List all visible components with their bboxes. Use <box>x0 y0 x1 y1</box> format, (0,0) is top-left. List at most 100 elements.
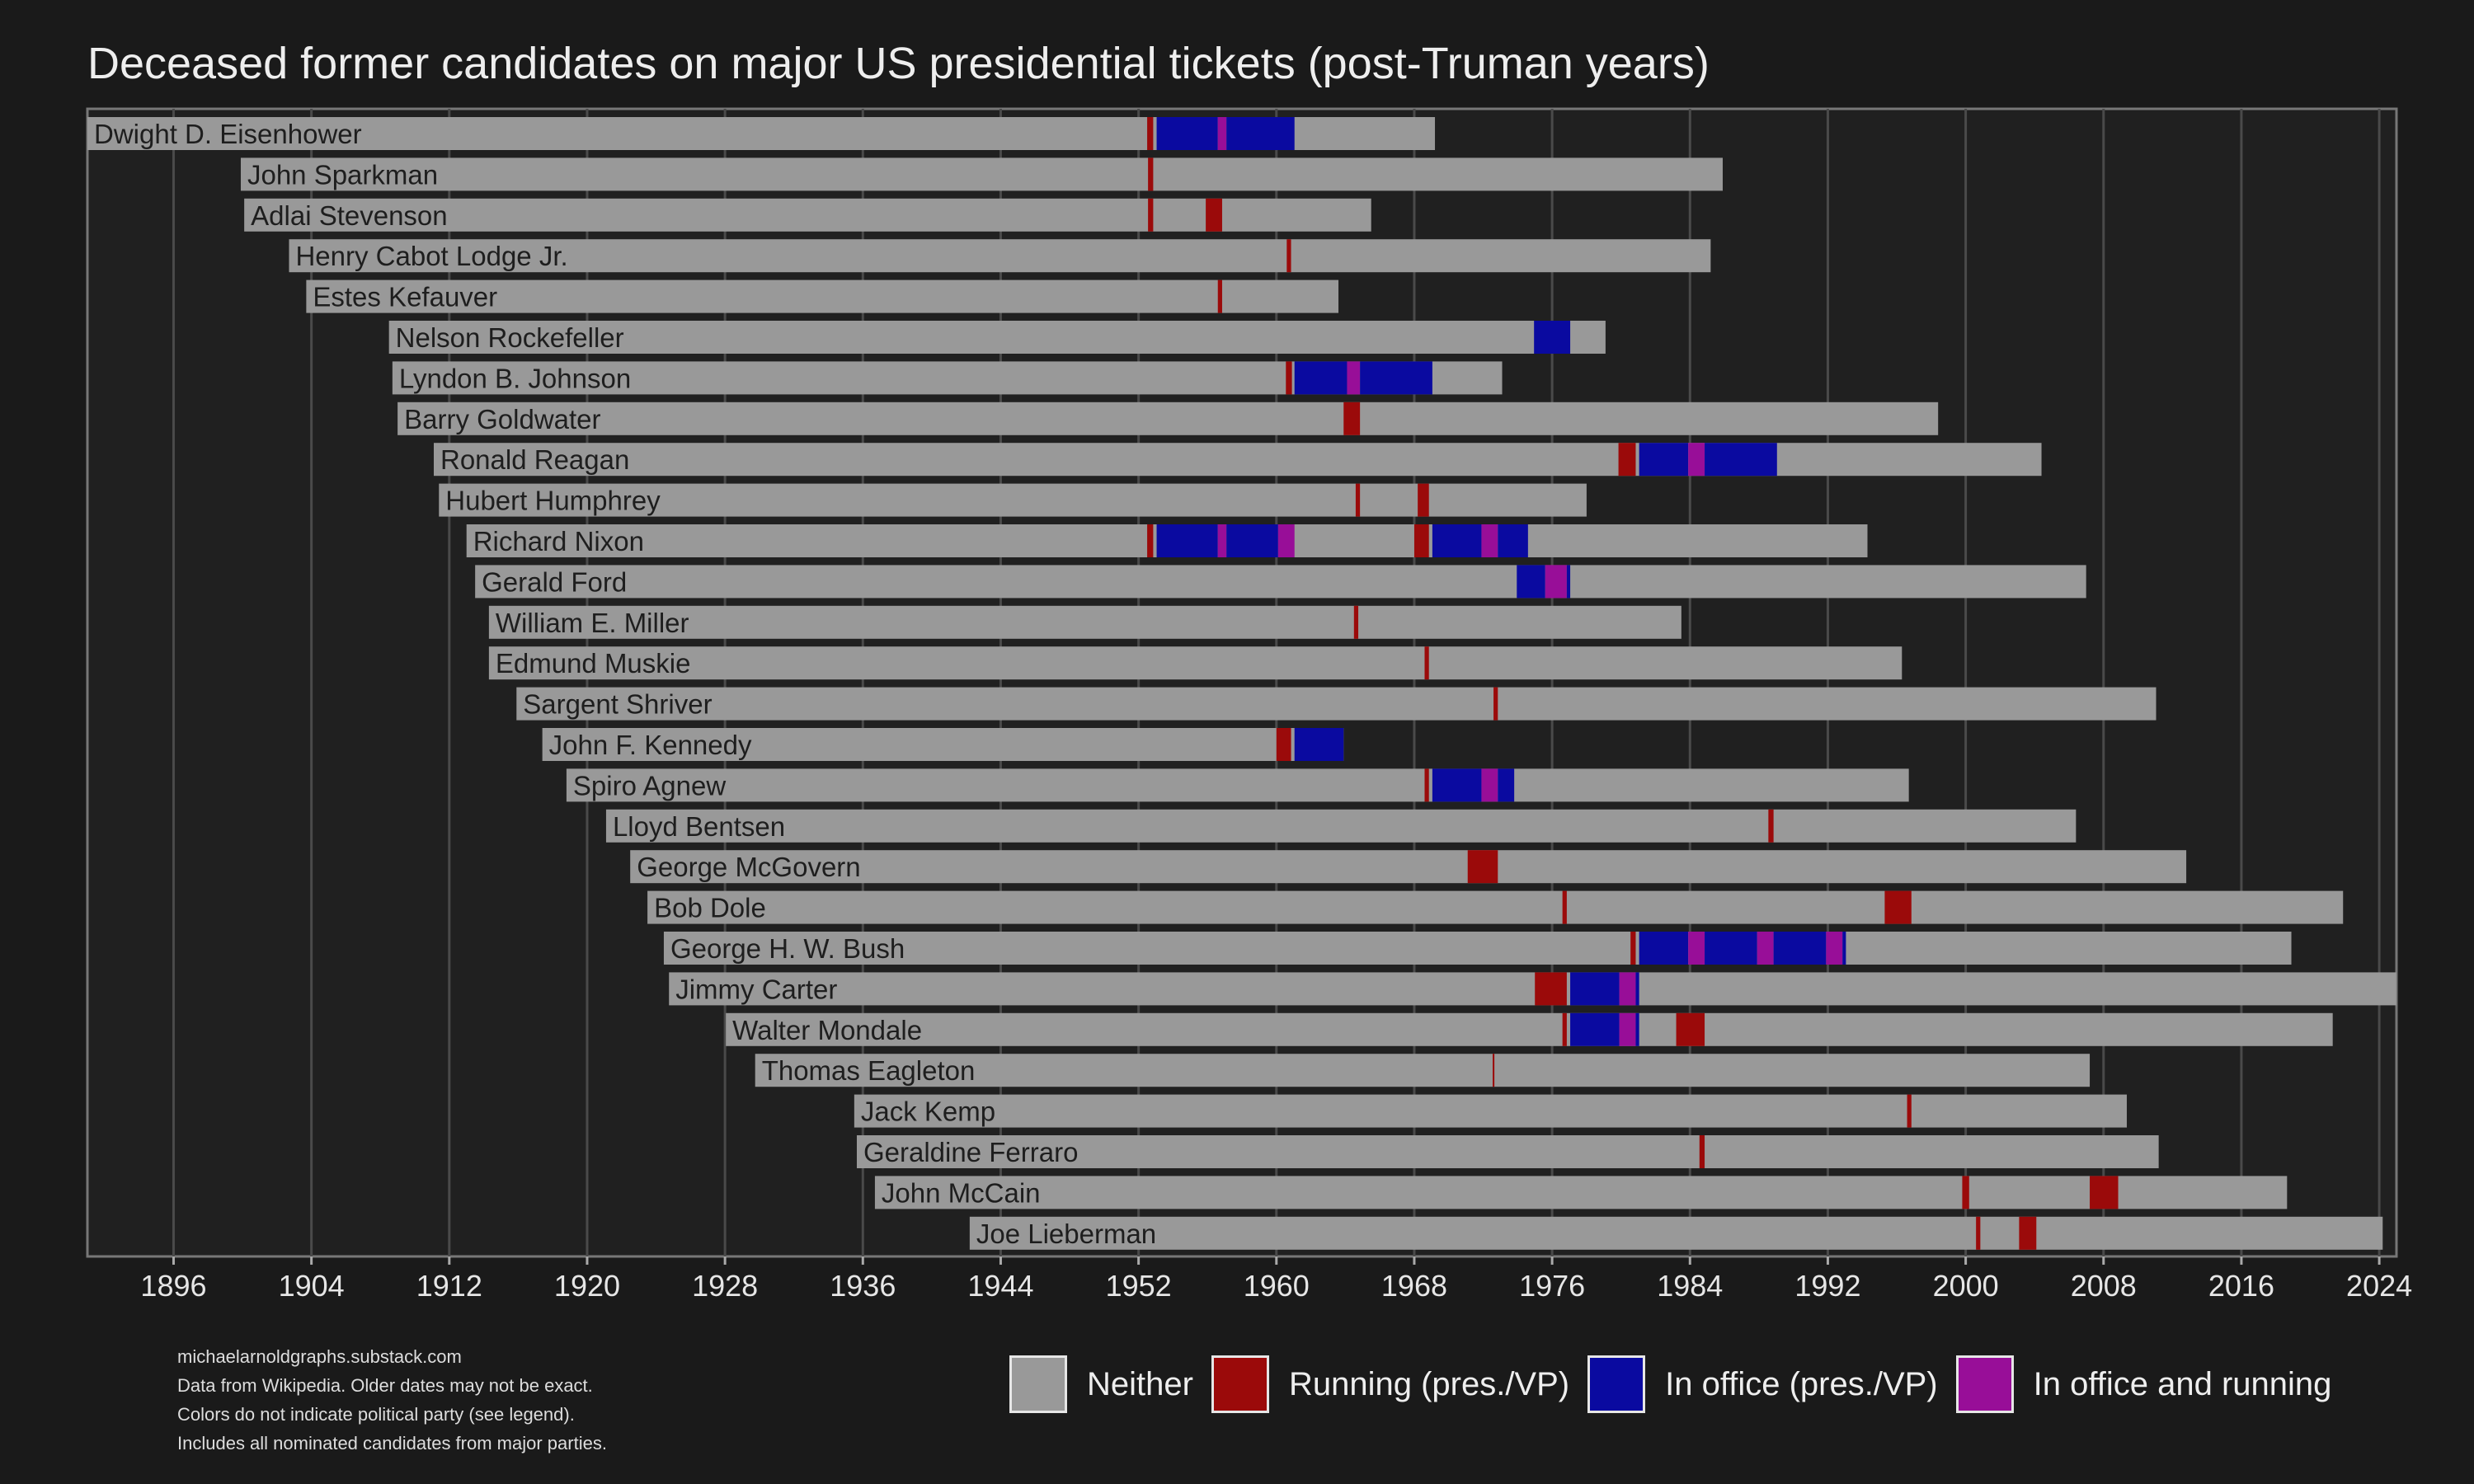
segment-running <box>1976 1216 1981 1250</box>
person-label: John F. Kennedy <box>549 730 752 760</box>
segment-running <box>1286 239 1291 273</box>
segment-office-running <box>1277 524 1295 557</box>
segment-office <box>1570 1012 1620 1046</box>
segment-running <box>1418 483 1429 517</box>
segment-running <box>1884 890 1912 924</box>
x-tick-label: 1944 <box>967 1269 1033 1303</box>
person-label: Edmund Muskie <box>496 648 691 679</box>
legend-item-running: Running (pres./VP) <box>1211 1355 1569 1413</box>
lifespan-bar <box>630 850 2187 884</box>
person-row: Nelson Rockefeller <box>388 321 1606 354</box>
segment-running <box>1562 1012 1567 1046</box>
segment-office <box>1156 524 1218 557</box>
legend-item-office: In office (pres./VP) <box>1587 1355 1938 1413</box>
person-bars: Dwight D. Eisenhower John Sparkman Adlai S… <box>87 117 2396 1250</box>
segment-running <box>1413 524 1429 557</box>
segment-running <box>1630 932 1636 965</box>
x-tick-label: 2024 <box>2346 1269 2412 1303</box>
x-tick-label: 1992 <box>1794 1269 1860 1303</box>
segment-running <box>1355 483 1361 517</box>
person-row: Ronald Reagan <box>434 443 2042 477</box>
lifespan-bar <box>856 1135 2159 1168</box>
legend-label: Neither <box>1087 1365 1193 1402</box>
segment-running <box>1699 1135 1705 1168</box>
legend-swatch-running <box>1211 1355 1269 1413</box>
lifespan-bar <box>488 605 1681 639</box>
segment-running <box>1962 1176 1969 1209</box>
segment-running <box>1424 768 1429 802</box>
lifespan-bar <box>434 443 2042 477</box>
segment-office <box>1534 321 1571 354</box>
segment-office-running <box>1688 932 1705 965</box>
lifespan-bar <box>516 687 2157 721</box>
segment-office-running <box>1217 524 1227 557</box>
lifespan-bar <box>475 565 2086 599</box>
person-row: Jack Kemp <box>854 1094 2127 1128</box>
legend-swatch-neither <box>1009 1355 1067 1413</box>
person-row: John McCain <box>874 1176 2288 1209</box>
segment-office <box>1566 565 1571 599</box>
person-row: John Sparkman <box>240 157 1723 191</box>
segment-office-running <box>1347 361 1361 395</box>
note-line: Colors do not indicate political party (… <box>177 1404 575 1425</box>
segment-office-running <box>1619 1012 1636 1046</box>
x-tick-label: 1936 <box>830 1269 896 1303</box>
segment-office <box>1432 524 1482 557</box>
x-tick-label: 1912 <box>416 1269 482 1303</box>
person-row: George H. W. Bush <box>663 932 2292 965</box>
person-row: Bob Dole <box>647 890 2344 924</box>
segment-office <box>1705 932 1757 965</box>
source-notes: michaelarnoldgraphs.substack.com Data fr… <box>177 1342 607 1458</box>
legend-label: Running (pres./VP) <box>1288 1365 1570 1402</box>
person-label: Lyndon B. Johnson <box>399 363 631 393</box>
segment-office <box>1570 972 1620 1006</box>
person-row: Spiro Agnew <box>566 768 1909 802</box>
person-row: Lyndon B. Johnson <box>392 361 1503 395</box>
person-label: Ronald Reagan <box>440 444 629 475</box>
segment-running <box>1148 198 1154 232</box>
segment-running <box>2090 1176 2119 1209</box>
person-label: Barry Goldwater <box>404 404 600 434</box>
lifespan-bar <box>244 198 1371 232</box>
segment-running <box>1206 198 1222 232</box>
x-tick-label: 1904 <box>279 1269 345 1303</box>
segment-running <box>1276 728 1291 761</box>
segment-office <box>1226 117 1295 150</box>
segment-running <box>1217 279 1222 313</box>
segment-running <box>1907 1094 1912 1128</box>
person-label: Jimmy Carter <box>675 974 837 1004</box>
segment-running <box>2019 1216 2037 1250</box>
person-label: Thomas Eagleton <box>762 1055 976 1086</box>
segment-running <box>1286 361 1292 395</box>
person-label: Nelson Rockefeller <box>396 322 624 353</box>
lifespan-bar <box>289 239 1711 273</box>
segment-running <box>1535 972 1567 1006</box>
segment-office <box>1226 524 1278 557</box>
segment-office <box>1635 1012 1639 1046</box>
legend-swatch-office <box>1587 1355 1646 1413</box>
person-label: John McCain <box>882 1177 1041 1208</box>
person-row: Joe Lieberman <box>969 1216 2383 1250</box>
lifespan-bar <box>566 768 1909 802</box>
lifespan-bar <box>854 1094 2127 1128</box>
person-label: Jack Kemp <box>861 1097 995 1127</box>
segment-office <box>1498 768 1515 802</box>
segment-office <box>1294 728 1344 761</box>
person-label: John Sparkman <box>247 159 438 190</box>
note-line: Includes all nominated candidates from m… <box>177 1433 607 1453</box>
x-tick-label: 1976 <box>1519 1269 1585 1303</box>
person-label: Gerald Ford <box>482 566 627 597</box>
x-tick-label: 1952 <box>1106 1269 1172 1303</box>
person-label: Sargent Shriver <box>523 689 712 720</box>
legend-item-office-running: In office and running <box>1955 1355 2331 1413</box>
person-row: George McGovern <box>630 850 2187 884</box>
person-label: Henry Cabot Lodge Jr. <box>295 241 567 271</box>
x-tick-label: 2016 <box>2208 1269 2274 1303</box>
segment-office-running <box>1826 932 1843 965</box>
person-label: George H. W. Bush <box>670 933 905 964</box>
person-row: Henry Cabot Lodge Jr. <box>289 239 1711 273</box>
person-label: Bob Dole <box>654 893 766 923</box>
person-label: Joe Lieberman <box>976 1219 1156 1249</box>
x-tick-label: 1896 <box>140 1269 206 1303</box>
